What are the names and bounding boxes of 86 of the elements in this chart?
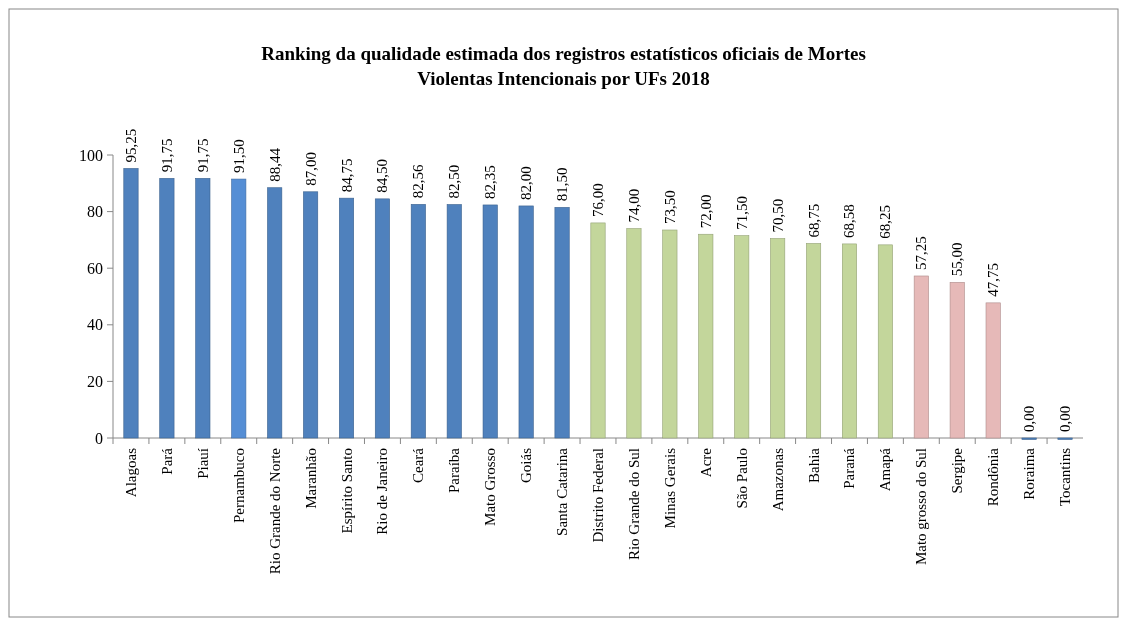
bar <box>806 243 822 439</box>
data-label: 91,75 <box>158 138 175 173</box>
x-tick-label: Pará <box>158 447 175 475</box>
bar <box>123 168 139 439</box>
data-label: 82,35 <box>482 165 499 199</box>
x-tick-label: Mato Grosso <box>482 448 499 526</box>
x-tick-label: Mato grosso do Sul <box>913 448 930 566</box>
data-label: 47,75 <box>985 263 1002 297</box>
y-tick-label: 20 <box>87 373 103 390</box>
data-label: 87,00 <box>302 152 319 186</box>
bar <box>446 204 462 439</box>
bar <box>410 204 426 439</box>
bar <box>913 275 929 439</box>
bar <box>698 233 714 439</box>
x-tick-label: Rondônia <box>985 447 1002 507</box>
data-label: 68,58 <box>841 204 858 238</box>
data-label: 68,25 <box>877 205 894 239</box>
x-tick-label: Pernambuco <box>230 448 247 523</box>
bar <box>662 229 678 439</box>
data-label: 91,50 <box>230 139 247 174</box>
data-label: 84,75 <box>338 158 355 193</box>
bar <box>303 191 319 439</box>
data-label: 55,00 <box>949 242 966 277</box>
x-tick-label: Distrito Federal <box>590 448 606 543</box>
x-tick-label: Rio Grande do Sul <box>625 448 642 561</box>
y-tick-label: 40 <box>87 316 103 334</box>
data-label: 73,50 <box>661 190 678 224</box>
data-label: 68,75 <box>805 203 822 238</box>
data-label: 84,50 <box>374 159 391 193</box>
x-tick-label: Espírito Santo <box>338 448 355 534</box>
x-tick-label: Rio Grande do Norte <box>266 447 283 575</box>
bar <box>985 302 1001 439</box>
x-tick-label: Minas Gerais <box>661 447 678 529</box>
bar <box>159 178 175 439</box>
data-label: 72,00 <box>697 194 714 229</box>
x-tick-label: Piauí <box>194 448 211 479</box>
x-tick-label: Amapá <box>877 447 894 492</box>
data-label: 82,50 <box>446 164 463 199</box>
bar <box>267 187 283 439</box>
x-tick-label: Maranhão <box>302 448 319 509</box>
bar <box>877 244 893 439</box>
y-tick-label: 100 <box>79 146 103 164</box>
data-label: 74,00 <box>625 188 642 223</box>
x-tick-label: Tocantins <box>1057 447 1074 507</box>
x-tick-label: Alagoas <box>122 447 139 498</box>
data-label: 95,25 <box>122 128 139 163</box>
x-tick-label: Paraná <box>841 447 858 489</box>
bar <box>734 235 750 439</box>
bar <box>949 282 965 439</box>
data-label: 70,50 <box>769 198 786 233</box>
x-tick-label: Sergipe <box>949 447 966 494</box>
x-tick-label: Paraíba <box>446 447 463 493</box>
x-tick-label: Rio de Janeiro <box>374 448 391 535</box>
x-tick-label: Acre <box>697 447 714 478</box>
y-tick-label: 60 <box>87 259 103 277</box>
y-tick-label: 80 <box>87 203 103 221</box>
data-label: 76,00 <box>590 183 606 217</box>
bar <box>554 207 570 439</box>
data-label: 81,50 <box>554 167 571 202</box>
x-tick-label: Amazonas <box>769 447 786 512</box>
x-tick-label: São Paulo <box>733 448 750 509</box>
bar <box>770 238 786 439</box>
bar <box>842 243 857 439</box>
data-label: 57,25 <box>913 236 930 270</box>
data-label: 0,00 <box>1057 405 1074 432</box>
data-label: 0,00 <box>1021 405 1038 432</box>
bar <box>195 178 211 439</box>
bar <box>590 222 606 439</box>
x-tick-label: Ceará <box>410 447 427 483</box>
data-label: 91,75 <box>194 138 211 173</box>
x-tick-label: Bahia <box>805 447 822 483</box>
chart-title: Ranking da qualidade estimada dos registros estatísticos oficiais de Mortes Violentas Intencionais por UFs 2018 <box>261 43 866 89</box>
bar <box>339 197 354 439</box>
bar <box>518 205 534 439</box>
bar <box>374 198 390 439</box>
bar <box>482 204 498 439</box>
x-tick-label: Santa Catarina <box>554 447 571 536</box>
bar <box>626 228 642 439</box>
data-label: 71,50 <box>733 195 750 230</box>
y-tick-label: 0 <box>95 429 103 447</box>
data-label: 82,56 <box>410 164 427 199</box>
bar <box>231 178 247 439</box>
data-label: 88,44 <box>266 147 283 182</box>
x-tick-label: Goiás <box>518 447 535 483</box>
x-tick-label: Roraima <box>1021 447 1038 500</box>
data-label: 82,00 <box>518 166 535 200</box>
